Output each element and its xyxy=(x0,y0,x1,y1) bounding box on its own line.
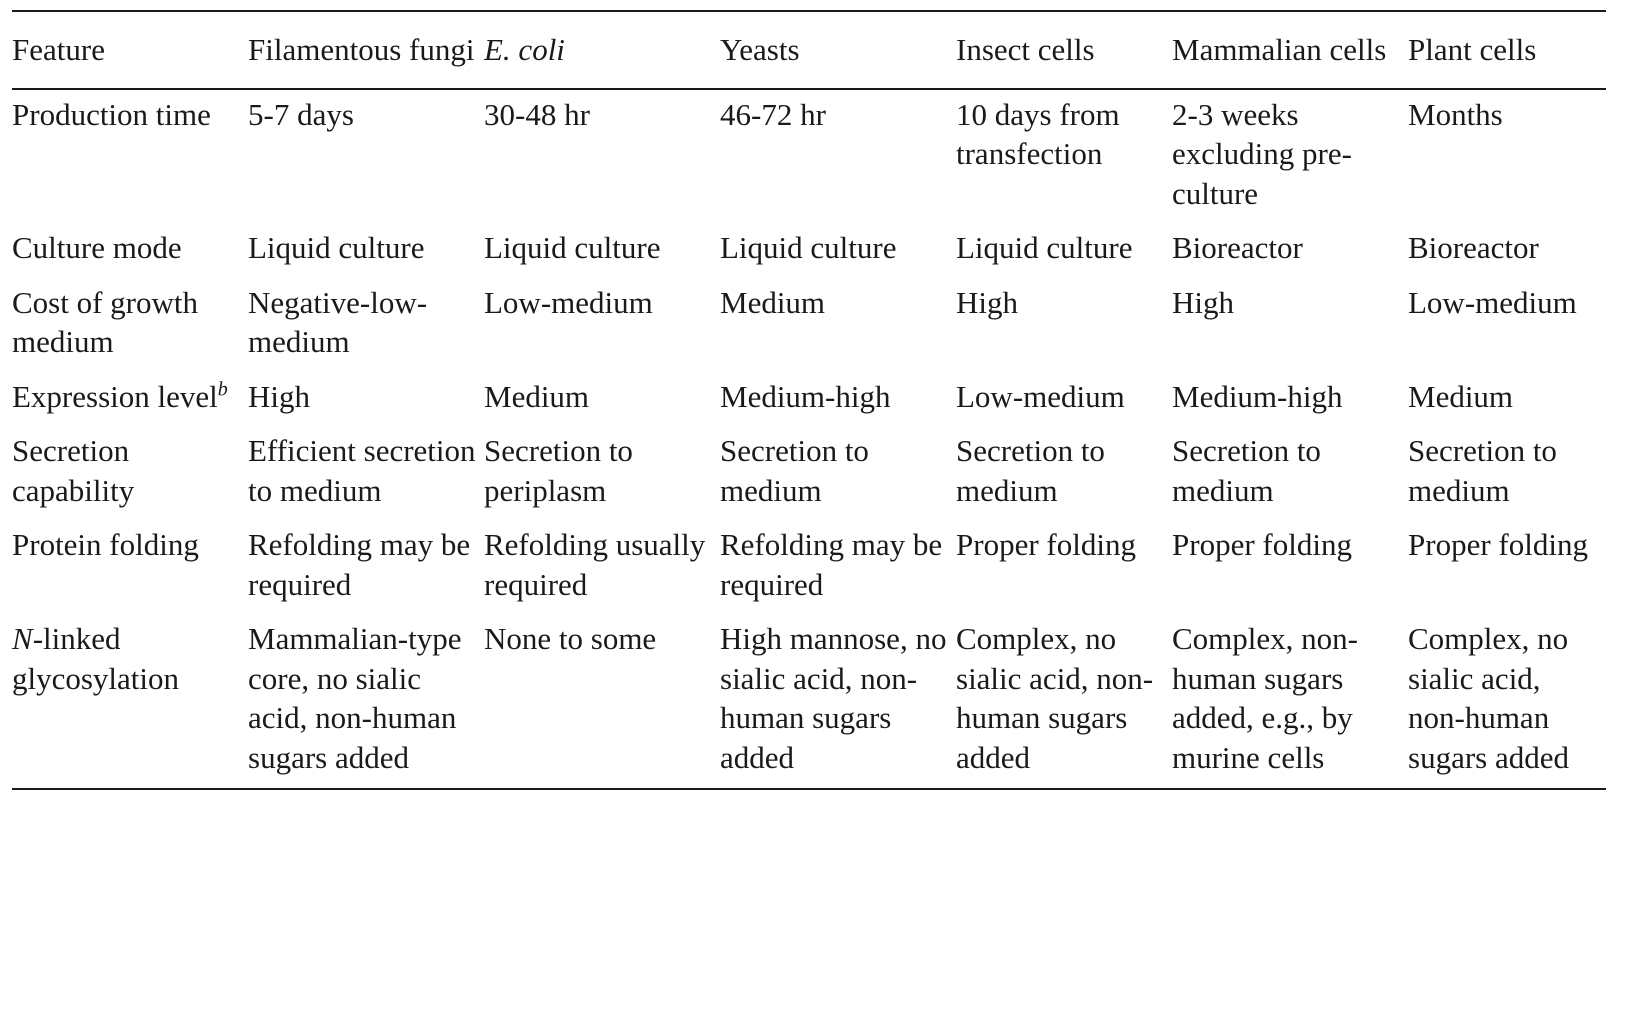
header-mammalian-cells: Mammalian cells xyxy=(1172,32,1387,67)
table-cell: Complex, no sialic acid, non- human suga… xyxy=(956,621,1154,775)
row-label: Protein folding xyxy=(12,527,199,562)
footnote-marker: b xyxy=(217,378,228,401)
header-plant-cells: Plant cells xyxy=(1408,32,1537,67)
row-label: Cost of growth medium xyxy=(12,284,198,360)
table-cell: Low-medium xyxy=(956,378,1125,414)
table-cell: Proper folding xyxy=(1172,527,1352,562)
header-filamentous-fungi: Filamentous fungi xyxy=(248,32,475,67)
table-cell: Secretion to medium xyxy=(956,433,1105,508)
header-feature: Feature xyxy=(12,32,105,67)
table-cell: Proper folding xyxy=(956,527,1136,562)
table-cell: High xyxy=(1172,284,1234,320)
table-row-culture-mode: Culture mode Liquid culture Liquid cultu… xyxy=(12,224,1606,279)
table-cell: High xyxy=(248,378,310,414)
table-cell: Months xyxy=(1408,96,1503,132)
table-cell: Bioreactor xyxy=(1408,230,1539,265)
table-cell: 2-3 weeks excluding pre-culture xyxy=(1172,96,1352,211)
table-cell: Secretion to medium xyxy=(1408,433,1557,508)
table-cell: Complex, no sialic acid, non-human sugar… xyxy=(1408,621,1569,775)
table-cell: 46-72 hr xyxy=(720,96,826,132)
header-insect-cells: Insect cells xyxy=(956,32,1095,67)
table-cell: Secretion to medium xyxy=(1172,433,1321,508)
table-cell: Medium-high xyxy=(1172,378,1343,414)
table-row-expression-level: Expression levelb High Medium Medium-hig… xyxy=(12,373,1606,428)
table-cell: 30-48 hr xyxy=(484,96,590,132)
table-cell: High mannose, no sialic acid, non-human … xyxy=(720,621,947,775)
table-cell: Bioreactor xyxy=(1172,230,1303,265)
row-label: Culture mode xyxy=(12,230,182,265)
row-label: Secretion capability xyxy=(12,433,135,508)
table-row-secretion-capability: Secretion capability Efficient secretion… xyxy=(12,427,1606,521)
table-header-row: Feature Filamentous fungi E. coli Yeasts… xyxy=(12,11,1606,89)
row-label: N-linked glycosylation xyxy=(12,615,248,789)
table-cell: None to some xyxy=(484,621,657,656)
header-yeasts: Yeasts xyxy=(720,32,800,67)
table-row-n-linked-glycosylation: N-linked glycosylation Mammalian-type co… xyxy=(12,615,1606,789)
table-cell: Medium-high xyxy=(720,378,891,414)
table-cell: Proper folding xyxy=(1408,527,1588,562)
table-cell: Complex, non-human sugars added, e.g., b… xyxy=(1172,621,1358,775)
table-cell: Secretion to medium xyxy=(720,433,869,508)
table-cell: Refolding usually required xyxy=(484,527,706,602)
table-cell: Liquid culture xyxy=(956,230,1133,265)
table-row-production-time: Production time 5-7 days 30-48 hr 46-72 … xyxy=(12,89,1606,225)
row-label-text: -linked glycosylation xyxy=(12,621,180,696)
table-cell: Refolding may be required xyxy=(720,527,943,602)
table-cell: Low-medium xyxy=(484,284,653,320)
table-cell: Low-medium xyxy=(1408,284,1577,320)
expression-systems-comparison-table: Feature Filamentous fungi E. coli Yeasts… xyxy=(12,10,1606,790)
table-cell: Liquid culture xyxy=(484,230,661,265)
table-cell: Secretion to periplasm xyxy=(484,433,633,508)
table-cell: Liquid culture xyxy=(720,230,897,265)
table-cell: Medium xyxy=(484,378,590,414)
header-e-coli: E. coli xyxy=(484,32,565,67)
table-row-protein-folding: Protein folding Refolding may be require… xyxy=(12,521,1606,615)
row-label: Production time xyxy=(12,96,211,132)
table-cell: 5-7 days xyxy=(248,96,354,132)
row-label: Expression levelb xyxy=(12,373,248,428)
table-cell: Refolding may be required xyxy=(248,527,471,602)
table-cell: Mammalian-type core, no sialic acid, non… xyxy=(248,621,462,775)
table-cell: High xyxy=(956,284,1018,320)
comparison-table-container: Feature Filamentous fungi E. coli Yeasts… xyxy=(12,10,1606,790)
table-cell: Liquid culture xyxy=(248,230,425,265)
table-cell: Efficient secretion to medium xyxy=(248,433,476,508)
table-cell: 10 days from transfection xyxy=(956,96,1120,172)
table-cell: Negative-low-medium xyxy=(248,284,428,360)
row-label-italic-prefix: N xyxy=(12,621,33,656)
table-cell: Medium xyxy=(1408,378,1514,414)
table-cell: Medium xyxy=(720,284,826,320)
table-row-cost-of-growth-medium: Cost of growth medium Negative-low-mediu… xyxy=(12,279,1606,373)
row-label-text: Expression level xyxy=(12,378,218,414)
